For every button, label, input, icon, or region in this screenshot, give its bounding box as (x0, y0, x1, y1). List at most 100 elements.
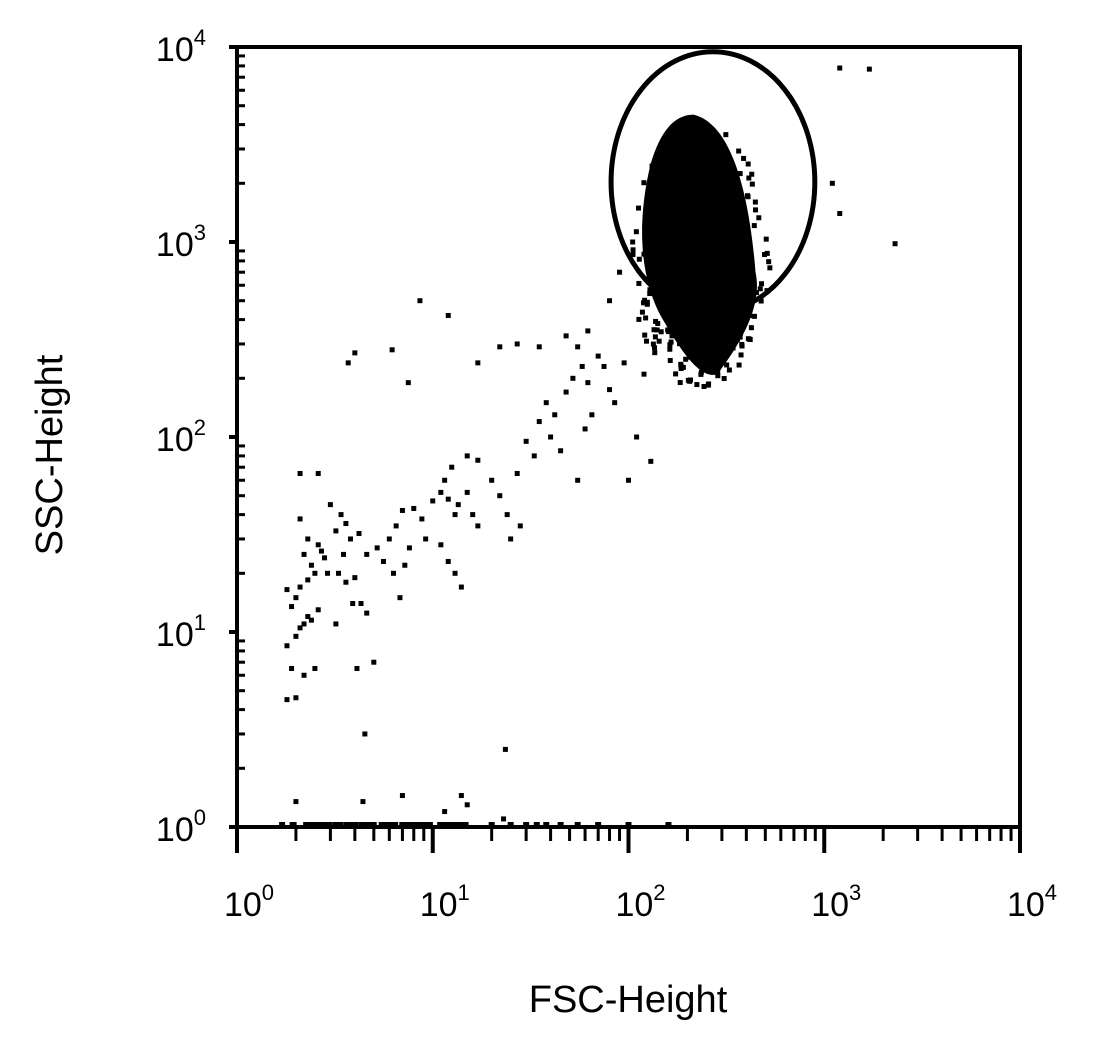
cluster-event (711, 170, 717, 176)
cluster-event (653, 318, 659, 324)
cluster-event (741, 155, 747, 161)
cluster-event (733, 315, 739, 321)
x-tick-labels: 100 101 102 103 104 (224, 880, 1057, 924)
scatter-point (380, 558, 386, 564)
scatter-point (297, 516, 303, 522)
cluster-event (717, 195, 723, 201)
cluster-event (710, 322, 716, 328)
cluster-event (641, 300, 647, 306)
cluster-event (714, 143, 720, 149)
cluster-event (667, 176, 673, 182)
cluster-event (723, 132, 729, 138)
cluster-event (749, 171, 755, 177)
baseline-events (279, 822, 672, 828)
cluster-event (652, 231, 658, 237)
cluster-event (657, 222, 663, 228)
cluster-event (642, 332, 648, 338)
baseline-event (574, 822, 581, 828)
scatter-points (284, 65, 898, 822)
cluster-event (658, 329, 664, 335)
x-tick-label: 104 (1007, 880, 1057, 924)
y-tick-labels: 100 101 102 103 104 (156, 25, 206, 849)
scatter-point (464, 802, 470, 808)
cluster-event (727, 197, 733, 203)
scatter-point (504, 512, 510, 518)
baseline-event (437, 822, 444, 828)
scatter-point (301, 621, 307, 627)
scatter-point (475, 360, 481, 366)
scatter-point (312, 665, 318, 671)
cluster-event (757, 286, 763, 292)
scatter-point (630, 239, 636, 245)
scatter-point (417, 298, 423, 304)
cluster-event (663, 227, 669, 233)
cluster-event (714, 146, 720, 152)
scatter-point (438, 542, 444, 548)
cluster-event (656, 257, 662, 263)
scatter-point (354, 665, 360, 671)
cluster-event (647, 291, 653, 297)
scatter-point (301, 672, 307, 678)
scatter-point (442, 477, 448, 483)
scatter-point (470, 512, 476, 518)
scatter-point (374, 545, 380, 551)
cluster-event (759, 281, 765, 287)
scatter-point (362, 731, 368, 737)
cluster-event (655, 299, 661, 305)
scatter-point (452, 512, 458, 518)
cluster-event (636, 256, 642, 262)
scatter-point (536, 419, 542, 425)
y-tick-label: 104 (156, 25, 206, 69)
scatter-point (497, 493, 503, 499)
scatter-point (399, 793, 405, 799)
cluster-event (698, 156, 704, 162)
baseline-event (665, 822, 672, 828)
baseline-event (421, 822, 428, 828)
scatter-point (423, 536, 429, 542)
cluster-event (737, 171, 743, 177)
cluster-event (667, 153, 673, 159)
scatter-point (508, 536, 514, 542)
baseline-event (507, 822, 514, 828)
scatter-point (333, 621, 339, 627)
cluster-event (739, 231, 745, 237)
scatter-point (305, 536, 311, 542)
cluster-event (702, 340, 708, 346)
cluster-event (741, 270, 747, 276)
cluster-event (681, 316, 687, 322)
cell-gate (608, 49, 818, 315)
scatter-point (548, 434, 554, 440)
cluster-event (633, 229, 639, 235)
cluster-event (762, 252, 768, 258)
cluster-event (752, 199, 758, 205)
cluster-event (636, 280, 642, 286)
baseline-event (380, 822, 387, 828)
scatter-point (458, 793, 464, 799)
cluster-event (714, 187, 720, 193)
baseline-event (320, 822, 327, 828)
cluster-event (732, 272, 738, 278)
scatter-point (333, 528, 339, 534)
cluster-event (668, 339, 674, 345)
baseline-event (368, 822, 375, 828)
cluster-event (681, 341, 687, 347)
cluster-event (733, 200, 739, 206)
baseline-event (399, 822, 406, 828)
cluster-event (678, 366, 684, 372)
scatter-point (284, 587, 290, 593)
cluster-event (716, 181, 722, 187)
cluster-event (678, 363, 684, 369)
scatter-point (293, 799, 299, 805)
y-tick-label: 101 (156, 610, 206, 654)
cluster-event (746, 175, 752, 181)
scatter-point (430, 498, 436, 504)
cluster-event (646, 274, 652, 280)
cluster-event (659, 296, 665, 302)
baseline-event (403, 822, 410, 828)
scatter-point (419, 516, 425, 522)
scatter-point (406, 545, 412, 551)
cluster-event (673, 371, 679, 377)
scatter-point (308, 617, 314, 623)
cluster-event (753, 207, 759, 213)
cluster-event (672, 133, 678, 139)
